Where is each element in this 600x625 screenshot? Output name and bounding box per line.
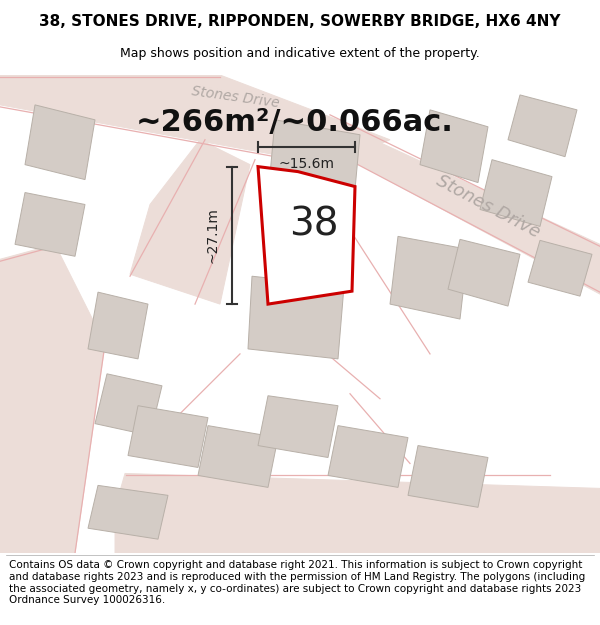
Polygon shape bbox=[258, 396, 338, 458]
Polygon shape bbox=[0, 75, 390, 164]
Polygon shape bbox=[128, 406, 208, 468]
Text: Contains OS data © Crown copyright and database right 2021. This information is : Contains OS data © Crown copyright and d… bbox=[9, 560, 585, 605]
Text: ~266m²/~0.066ac.: ~266m²/~0.066ac. bbox=[136, 108, 454, 138]
Polygon shape bbox=[508, 95, 577, 157]
Polygon shape bbox=[448, 239, 520, 306]
Polygon shape bbox=[0, 244, 105, 553]
Polygon shape bbox=[480, 159, 552, 226]
Text: ~15.6m: ~15.6m bbox=[278, 157, 335, 171]
Polygon shape bbox=[15, 192, 85, 256]
Text: Stones Drive: Stones Drive bbox=[190, 84, 280, 110]
Polygon shape bbox=[390, 236, 468, 319]
Polygon shape bbox=[258, 167, 355, 304]
Polygon shape bbox=[130, 140, 250, 304]
Polygon shape bbox=[25, 105, 95, 179]
Polygon shape bbox=[300, 115, 600, 294]
Polygon shape bbox=[420, 110, 488, 182]
Polygon shape bbox=[115, 474, 600, 553]
Polygon shape bbox=[95, 374, 162, 436]
Text: Stones Drive: Stones Drive bbox=[433, 171, 543, 241]
Polygon shape bbox=[88, 486, 168, 539]
Polygon shape bbox=[270, 120, 360, 189]
Polygon shape bbox=[88, 292, 148, 359]
Polygon shape bbox=[248, 276, 344, 359]
Polygon shape bbox=[328, 426, 408, 488]
Text: 38, STONES DRIVE, RIPPONDEN, SOWERBY BRIDGE, HX6 4NY: 38, STONES DRIVE, RIPPONDEN, SOWERBY BRI… bbox=[39, 14, 561, 29]
Text: 38: 38 bbox=[289, 205, 339, 243]
Polygon shape bbox=[528, 241, 592, 296]
Text: Map shows position and indicative extent of the property.: Map shows position and indicative extent… bbox=[120, 48, 480, 61]
Text: ~27.1m: ~27.1m bbox=[205, 208, 219, 263]
Polygon shape bbox=[408, 446, 488, 508]
Polygon shape bbox=[198, 426, 278, 488]
